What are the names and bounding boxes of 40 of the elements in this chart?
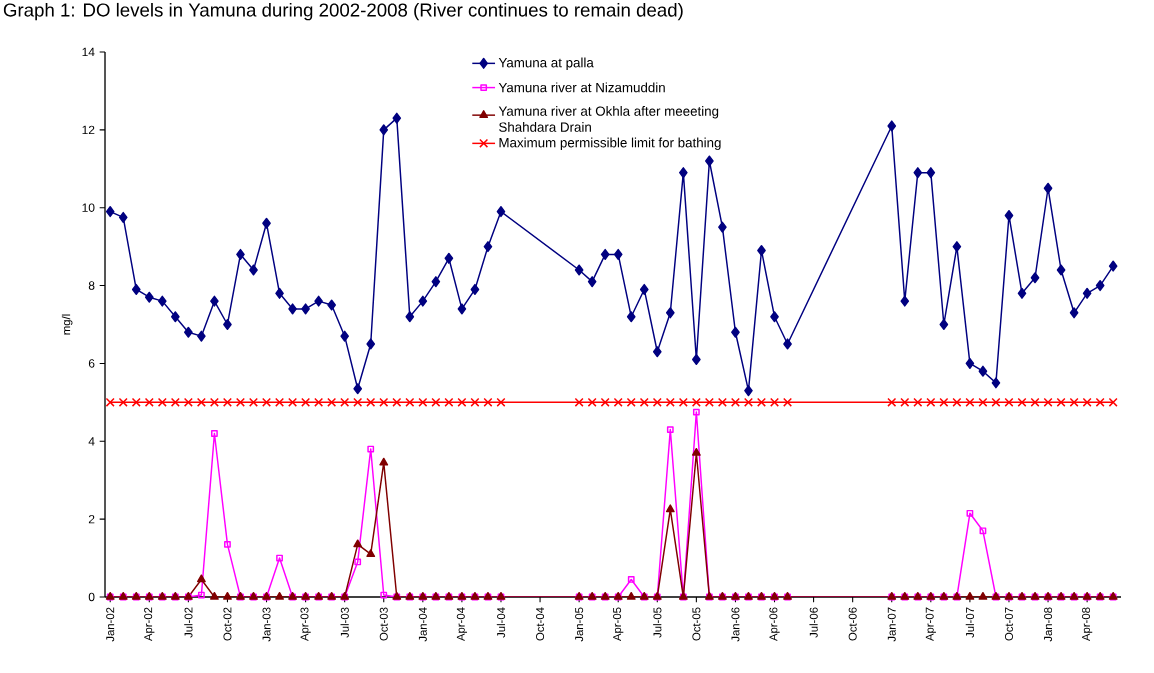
y-tick-label: 4: [88, 437, 95, 446]
x-tick-label: Apr-07: [925, 607, 936, 642]
y-tick-label: 12: [82, 125, 95, 135]
chart-title: Graph 1: DO levels in Yamuna during 2002-2008 (River continues to remain dead): [3, 2, 683, 21]
x-tick-label: Jan-06: [731, 607, 740, 642]
y-tick-label: 8: [88, 281, 95, 290]
y-axis-title: mg/l: [61, 314, 73, 335]
x-tick-label: Jul-02: [184, 607, 193, 638]
x-tick-label: Apr-08: [1082, 607, 1093, 642]
y-tick-label: 0: [88, 592, 95, 602]
x-tick-label: Jul-04: [496, 607, 506, 638]
x-tick-label: Jan-02: [106, 607, 115, 642]
x-tick-label: Apr-06: [769, 607, 780, 642]
x-tick-label: Jan-03: [262, 607, 271, 642]
x-tick-label: Jul-07: [965, 607, 975, 638]
x-tick-label: Oct-06: [848, 607, 857, 641]
x-tick-label: Oct-04: [536, 607, 545, 641]
legend-label: Yamuna river at Okhla after meeeting Shahdara Drain: [498, 106, 719, 132]
x-tick-label: Apr-02: [144, 607, 155, 642]
x-tick-label: Jan-04: [418, 607, 427, 642]
x-tick-label: Jul-06: [809, 607, 818, 638]
legend-label: Yamuna river at Nizamuddin: [498, 82, 665, 93]
y-tick-label: 14: [82, 47, 95, 57]
x-tick-label: Oct-05: [692, 607, 701, 641]
x-tick-label: Jan-07: [887, 607, 896, 642]
legend-label: Maximum permissible limit for bathing: [499, 137, 721, 151]
legend-label: Yamuna at palla: [498, 57, 594, 71]
x-tick-label: Jan-05: [575, 607, 584, 642]
x-tick-label: Oct-07: [1004, 607, 1013, 641]
x-tick-label: Oct-02: [223, 607, 232, 641]
x-tick-label: Apr-05: [613, 607, 624, 642]
x-tick-label: Oct-03: [379, 607, 388, 641]
x-tick-label: Apr-04: [456, 607, 468, 642]
y-tick-label: 6: [88, 359, 95, 368]
x-tick-label: Jul-05: [653, 607, 662, 638]
x-tick-label: Jan-08: [1044, 607, 1053, 642]
x-tick-label: Jul-03: [340, 607, 349, 638]
y-tick-label: 10: [82, 203, 95, 212]
x-tick-label: Apr-03: [300, 607, 311, 642]
y-tick-label: 2: [88, 514, 95, 524]
